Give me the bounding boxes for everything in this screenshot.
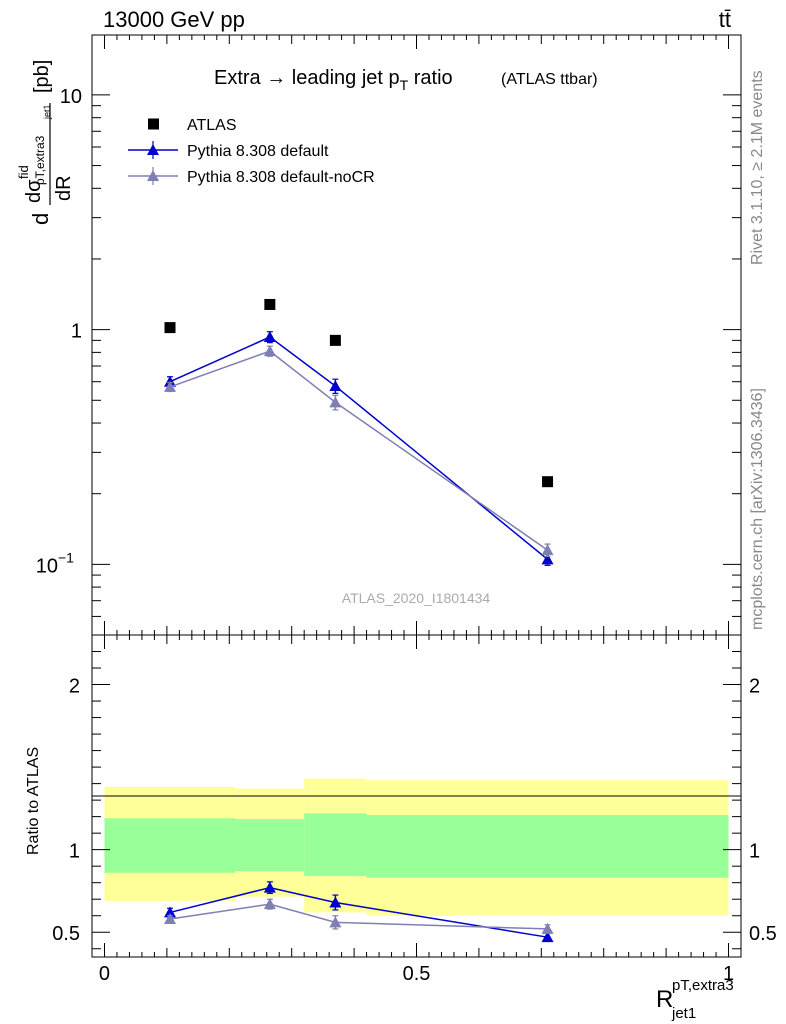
legend-label: Pythia 8.308 default-noCR (187, 169, 375, 186)
ratio-band-green-3 (366, 814, 729, 878)
ylabel-unit: [pb] (31, 60, 53, 93)
ratio-bands (104, 778, 729, 916)
atlas-point (329, 334, 341, 346)
x-tick-label: 0 (99, 963, 110, 985)
ratio-y-tick-label-left: 0.5 (52, 923, 80, 945)
xlabel-main: R (656, 986, 673, 1013)
ratio-y-label: Ratio to ATLAS (25, 747, 42, 855)
series-line-ratio (169, 903, 548, 930)
y-tick-label-0.1: 10 (36, 555, 58, 577)
ratio-band-green-1 (235, 819, 305, 872)
legend-marker-atlas (148, 118, 159, 130)
ratio-y-tick-label-left: 1 (69, 841, 80, 863)
x-tick-label: 0.5 (403, 963, 431, 985)
ylabel-dr: dR (53, 175, 75, 201)
ylabel-sub: pT,extra3 (33, 135, 47, 185)
series-2 (164, 345, 554, 934)
y-tick-label-10: 10 (60, 86, 82, 108)
legend-label: ATLAS (187, 117, 237, 134)
ylabel-d: d (28, 213, 53, 225)
series-point-ratio (164, 913, 177, 925)
ylabel-fid: fid (16, 165, 31, 179)
series-point-ratio (164, 906, 177, 918)
mcplots-label: mcplots.cern.ch [arXiv:1306.3436] (749, 388, 766, 630)
series-point-ratio (263, 898, 276, 910)
x-axis-label: R pT,extra3 jet1 (656, 977, 734, 1022)
series-1 (164, 331, 554, 943)
header-left: 13000 GeV pp (103, 7, 245, 32)
series-point-ratio (329, 916, 342, 928)
y-axis-label: d dσ fid pT,extra3 jet1 dR [pb] (16, 60, 75, 225)
series-point-ratio (541, 922, 554, 934)
legend-label: Pythia 8.308 default (187, 143, 329, 160)
rivet-label: Rivet 3.1.10, ≥ 2.1M events (749, 70, 766, 265)
xlabel-sup: pT,extra3 (672, 977, 734, 994)
ylabel-sigma: dσ (23, 179, 45, 203)
series-point-top (541, 553, 554, 565)
ratio-y-tick-label-right: 2 (749, 676, 760, 698)
series-line-top (169, 336, 549, 560)
chart-title: Extra → leading jet pT ratio (214, 67, 453, 93)
title-tail: ratio (408, 67, 452, 89)
ratio-y-tick-label-right: 0.5 (749, 923, 777, 945)
xlabel-sub: jet1 (671, 1005, 696, 1022)
series-point-ratio (541, 931, 554, 943)
ratio-y-tick-label-right: 1 (749, 841, 760, 863)
title-paren: (ATLAS ttbar) (501, 71, 598, 88)
y-tick-label-1: 1 (71, 321, 82, 343)
series-point-top (329, 396, 342, 408)
series-point-top (263, 331, 276, 343)
series-point-top (164, 380, 177, 392)
ratio-band-green-0 (104, 818, 236, 873)
atlas-point (542, 476, 554, 488)
x-tick-label: 1 (723, 963, 734, 985)
series-point-top (541, 544, 554, 556)
series-line-top (169, 350, 548, 551)
series-point-ratio (263, 881, 276, 893)
ylabel-subsub: jet1 (42, 104, 52, 120)
legend-marker-triangle (147, 170, 159, 181)
title-sub: T (400, 77, 409, 93)
atlas-point (164, 322, 176, 334)
header-right: tt̄ (719, 7, 731, 32)
series-point-top (263, 345, 276, 357)
series-point-ratio (329, 896, 342, 908)
atlas-point (264, 298, 276, 310)
ratio-y-tick-label-left: 2 (69, 676, 80, 698)
ratio-band-green-2 (304, 813, 367, 877)
legend: ATLAS Pythia 8.308 default Pythia 8.308 de… (128, 117, 375, 186)
analysis-watermark: ATLAS_2020_I1801434 (342, 590, 491, 606)
series-line-ratio (169, 886, 548, 938)
title-main: Extra → leading jet p (214, 67, 400, 89)
series-0 (164, 298, 554, 488)
series-point-top (329, 380, 342, 392)
y-tick-label-0.1-exp: −1 (58, 549, 74, 565)
legend-marker-triangle (147, 144, 159, 155)
series-layer (164, 298, 554, 943)
